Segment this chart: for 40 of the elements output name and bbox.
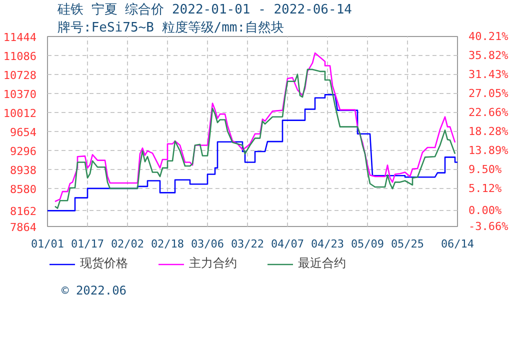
y-tick-label: 11444	[3, 31, 37, 44]
y2-tick-label: -3.66%	[468, 220, 509, 233]
x-tick-label: 01/17	[70, 238, 104, 250]
y-tick-label: 9296	[10, 145, 37, 158]
chart-title: 硅铁 宁夏 综合价 2022-01-01 - 2022-06-14	[56, 2, 352, 18]
x-tick-label: 02/02	[110, 238, 144, 250]
y-tick-label: 8162	[10, 205, 37, 218]
y2-tick-label: 13.89%	[468, 144, 509, 157]
y2-tick-label: 27.05%	[468, 86, 509, 100]
x-tick-label: 05/25	[390, 238, 424, 250]
x-tick-label: 03/06	[190, 238, 224, 250]
x-tick-label: 03/22	[230, 238, 264, 250]
x-tick-label: 06/14	[440, 238, 474, 250]
y2-tick-label: 35.82%	[468, 49, 509, 62]
x-tick-label: 05/09	[350, 238, 384, 250]
text: © 2022.06	[62, 284, 127, 298]
y-tick-label: 10728	[3, 69, 37, 82]
y-tick-label: 11086	[3, 50, 37, 63]
y-tick-label: 7864	[10, 221, 37, 234]
x-tick-label: 01/01	[30, 238, 64, 250]
x-tick-label: 04/23	[310, 238, 344, 250]
y2-tick-label: 0.00%	[468, 204, 502, 218]
y2-tick-label: 22.66%	[468, 106, 509, 120]
chart-subtitle: 牌号:FeSi75~B 粒度等级/mm:自然块	[58, 20, 284, 36]
y2-tick-label: 5.12%	[468, 182, 502, 195]
y-tick-label: 10370	[3, 88, 37, 101]
legend-label: 最近合约	[298, 255, 346, 272]
y-tick-label: 8580	[10, 183, 37, 196]
y2-tick-label: 9.50%	[468, 163, 502, 176]
legend-label: 主力合约	[189, 255, 237, 272]
y2-tick-label: 18.28%	[468, 124, 509, 138]
x-tick-label: 04/07	[270, 238, 304, 250]
y-tick-label: 8938	[10, 164, 37, 177]
legend-label: 现货价格	[80, 255, 128, 272]
y2-tick-label: 31.43%	[468, 68, 509, 82]
y2-tick-label: 40.21%	[468, 30, 509, 43]
y-tick-label: 10012	[3, 107, 37, 120]
x-tick-label: 02/18	[150, 238, 184, 250]
line-series	[48, 94, 458, 212]
y-tick-label: 9654	[10, 126, 37, 139]
